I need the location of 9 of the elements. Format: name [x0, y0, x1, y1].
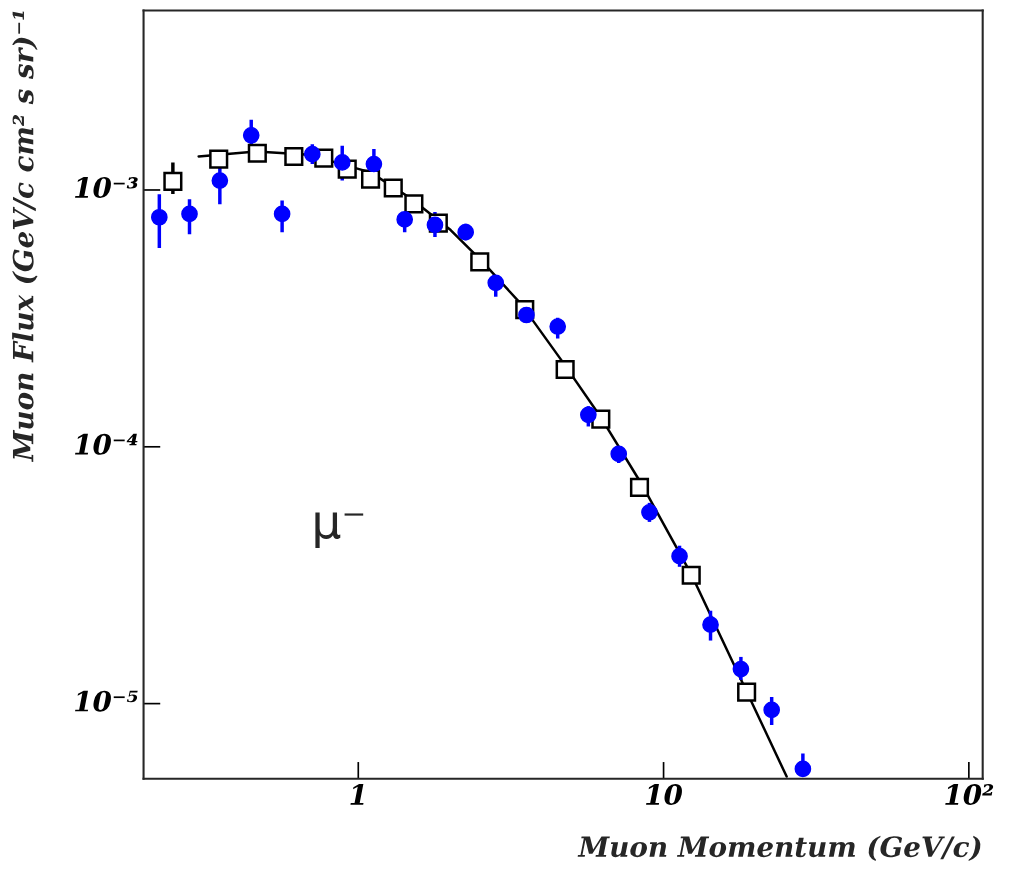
x-axis-title: Muon Momentum (GeV/c) — [577, 835, 981, 862]
x-tick-label: 10² — [945, 784, 994, 806]
y-tick-label: 10⁻⁴ — [75, 433, 138, 455]
y-axis-title: Muon Flux (GeV/c cm² s sr)⁻¹ — [12, 11, 38, 463]
x-tick-label: 10 — [646, 784, 682, 806]
y-tick-label: 10⁻⁵ — [75, 690, 138, 712]
annotation: μ⁻ — [315, 512, 364, 549]
x-tick-label: 1 — [350, 784, 364, 805]
y-tick-label: 10⁻³ — [75, 177, 138, 199]
